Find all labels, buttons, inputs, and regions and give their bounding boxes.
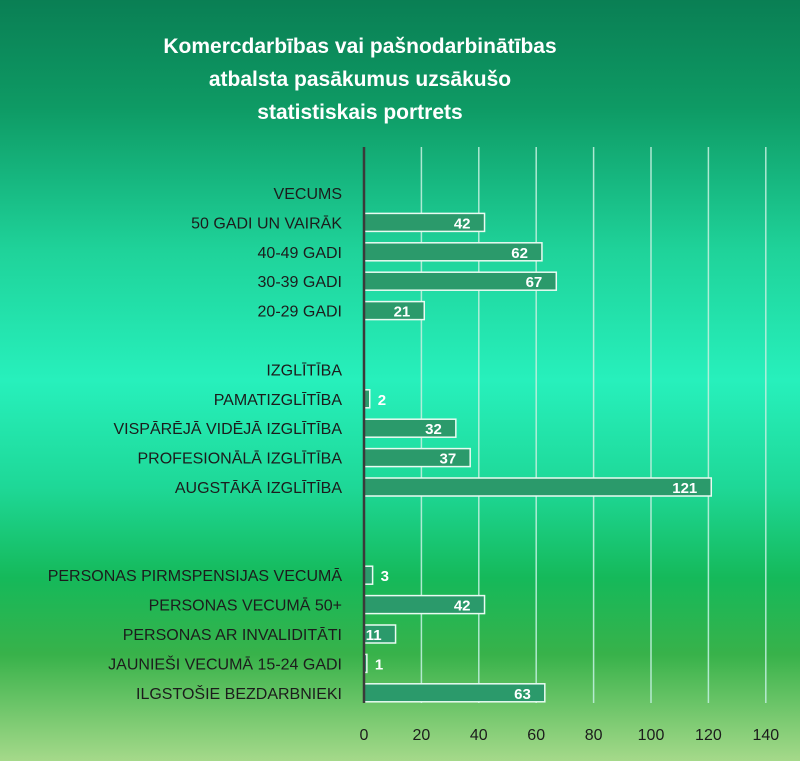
bar xyxy=(363,418,457,438)
x-tick-label: 60 xyxy=(527,727,545,744)
bar-value-label: 42 xyxy=(454,598,471,615)
bar-value-label: 121 xyxy=(672,480,697,497)
bar-value-label: 63 xyxy=(514,686,531,703)
x-tick-label: 0 xyxy=(360,727,369,744)
category-label: PERSONAS AR INVALIDITĀTI xyxy=(123,626,342,644)
x-tick-label: 80 xyxy=(585,727,603,744)
x-tick-label: 120 xyxy=(695,727,722,744)
category-label: PAMATIZGLĪTĪBA xyxy=(214,391,343,409)
bar-value-label: 3 xyxy=(381,568,389,585)
category-label: AUGSTĀKĀ IZGLĪTĪBA xyxy=(175,479,342,497)
category-label: 50 GADI UN VAIRĀK xyxy=(191,214,342,232)
x-tick-label: 20 xyxy=(413,727,431,744)
category-label: PERSONAS VECUMĀ 50+ xyxy=(149,597,342,615)
bar-value-label: 42 xyxy=(454,215,471,232)
x-tick-label: 100 xyxy=(638,727,665,744)
bar-value-label: 11 xyxy=(366,627,382,644)
category-label: PERSONAS PIRMSPENSIJAS VECUMĀ xyxy=(48,567,343,585)
bar-value-label: 32 xyxy=(425,421,442,438)
category-label: IZGLĪTĪBA xyxy=(266,361,342,379)
bar-value-label: 21 xyxy=(394,304,411,321)
x-tick-label: 40 xyxy=(470,727,488,744)
category-label: PROFESIONĀLĀ IZGLĪTĪBA xyxy=(138,450,343,468)
category-label: ILGSTOŠIE BEZDARBNIEKI xyxy=(136,684,342,703)
bar-value-label: 37 xyxy=(440,451,457,468)
bar xyxy=(363,477,713,497)
category-label: JAUNIEŠI VECUMĀ 15-24 GADI xyxy=(108,654,342,673)
bar-value-label: 67 xyxy=(526,274,543,291)
category-label: VECUMS xyxy=(274,186,342,203)
bar-value-label: 62 xyxy=(511,245,528,262)
category-label: 40-49 GADI xyxy=(258,245,342,262)
bar xyxy=(363,565,374,585)
category-label: VISPĀRĒJĀ VIDĒJĀ IZGLĪTĪBA xyxy=(113,420,342,438)
chart-title: Komercdarbības vai pašnodarbinātības atb… xyxy=(163,35,557,124)
category-label: 20-29 GADI xyxy=(258,304,342,321)
bar-value-label: 2 xyxy=(378,392,386,409)
x-tick-label: 140 xyxy=(752,727,779,744)
bar-value-label: 1 xyxy=(375,656,383,673)
category-label: 30-39 GADI xyxy=(258,274,342,291)
